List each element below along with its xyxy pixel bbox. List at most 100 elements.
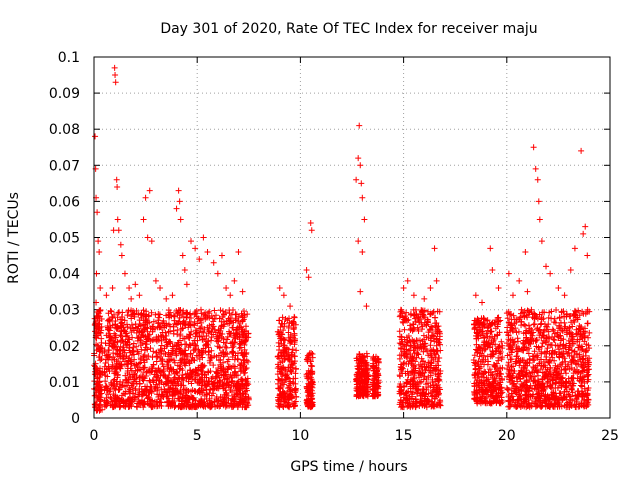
data-point <box>215 326 222 333</box>
data-point <box>293 347 300 354</box>
data-point <box>570 354 577 361</box>
data-point <box>552 390 559 397</box>
data-point <box>281 346 288 353</box>
data-point <box>497 384 504 391</box>
data-point <box>135 398 142 405</box>
data-point <box>161 372 168 379</box>
data-point <box>372 370 379 377</box>
data-point <box>428 310 435 317</box>
data-point <box>555 396 562 403</box>
data-point <box>152 367 159 374</box>
data-point <box>434 347 441 354</box>
data-point <box>522 392 529 399</box>
data-point <box>398 333 405 340</box>
data-point <box>114 216 121 223</box>
data-point <box>126 285 133 292</box>
x-tick-label: 15 <box>395 428 413 444</box>
data-point <box>374 389 381 396</box>
data-point <box>143 308 150 315</box>
data-point <box>433 336 440 343</box>
data-point <box>546 350 553 357</box>
data-point <box>532 165 539 172</box>
data-point <box>223 285 230 292</box>
data-point <box>136 366 143 373</box>
data-point <box>165 382 172 389</box>
data-point <box>476 353 483 360</box>
data-point <box>128 321 135 328</box>
data-point <box>91 392 98 399</box>
data-point <box>199 379 206 386</box>
data-point <box>188 238 195 245</box>
data-point <box>572 360 579 367</box>
data-point <box>175 403 182 410</box>
data-point <box>241 369 248 376</box>
data-point <box>210 362 217 369</box>
data-point <box>359 248 366 255</box>
data-point <box>226 363 233 370</box>
data-point <box>485 376 492 383</box>
data-point <box>534 325 541 332</box>
data-point <box>173 368 180 375</box>
data-point <box>146 367 153 374</box>
data-point <box>525 350 532 357</box>
data-point <box>565 346 572 353</box>
data-point <box>287 378 294 385</box>
data-point <box>150 323 157 330</box>
data-point <box>232 316 239 323</box>
data-point <box>175 380 182 387</box>
data-point <box>286 384 293 391</box>
data-point <box>425 329 432 336</box>
data-point <box>187 351 194 358</box>
data-point <box>555 285 562 292</box>
data-point <box>94 396 101 403</box>
data-point <box>396 372 403 379</box>
data-point <box>560 393 567 400</box>
data-point <box>525 322 532 329</box>
data-point <box>245 394 252 401</box>
data-point <box>170 399 177 406</box>
data-point <box>140 404 147 411</box>
data-point <box>474 394 481 401</box>
data-point <box>179 374 186 381</box>
data-point <box>585 366 592 373</box>
data-point <box>564 388 571 395</box>
data-point <box>175 339 182 346</box>
data-point <box>197 376 204 383</box>
data-point <box>125 355 132 362</box>
data-point <box>437 397 444 404</box>
data-point <box>508 346 515 353</box>
data-point <box>208 334 215 341</box>
data-point <box>156 368 163 375</box>
data-point <box>404 376 411 383</box>
data-point <box>419 389 426 396</box>
data-point <box>128 307 135 314</box>
data-point <box>141 327 148 334</box>
data-point <box>168 351 175 358</box>
data-point <box>354 365 361 372</box>
data-point <box>236 334 243 341</box>
data-point <box>307 368 314 375</box>
data-point <box>555 333 562 340</box>
data-point <box>140 216 147 223</box>
data-point <box>421 340 428 347</box>
data-point <box>181 386 188 393</box>
data-point <box>188 328 195 335</box>
data-point <box>485 369 492 376</box>
data-point <box>504 352 511 359</box>
data-point <box>230 398 237 405</box>
data-point <box>470 356 477 363</box>
data-point <box>195 315 202 322</box>
data-point <box>419 323 426 330</box>
data-point <box>497 364 504 371</box>
data-point <box>234 330 241 337</box>
data-point <box>584 378 591 385</box>
data-point <box>190 347 197 354</box>
data-point <box>520 400 527 407</box>
data-point <box>184 399 191 406</box>
data-point <box>154 387 161 394</box>
data-point <box>436 402 443 409</box>
data-point <box>131 375 138 382</box>
data-point <box>157 332 164 339</box>
data-point <box>538 356 545 363</box>
data-point <box>145 353 152 360</box>
